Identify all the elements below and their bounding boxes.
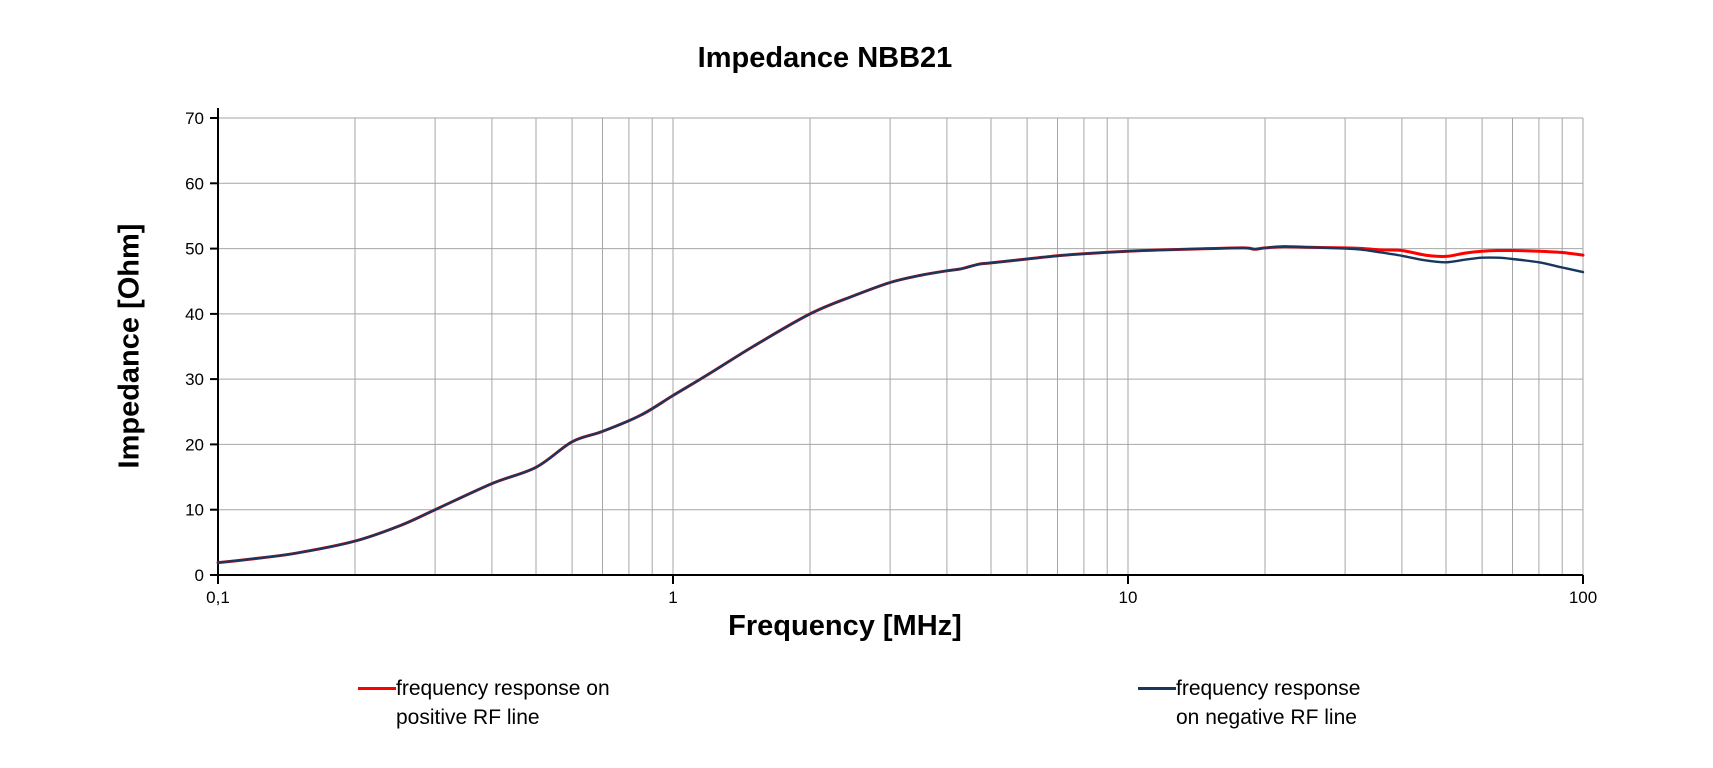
- x-tick-label: 1: [668, 588, 677, 607]
- chart-title: Impedance NBB21: [697, 42, 953, 74]
- y-tick-label: 60: [185, 174, 204, 193]
- y-tick-label: 40: [185, 305, 204, 324]
- legend-label-negative: frequency response on negative RF line: [1176, 677, 1361, 729]
- x-tick-label: 0,1: [206, 588, 230, 607]
- legend-label-positive: frequency response on positive RF line: [396, 677, 610, 729]
- y-tick-label: 10: [185, 501, 204, 520]
- negative-line: [216, 245, 1585, 564]
- positive-line-swatch: [358, 687, 396, 690]
- y-tick-label: 30: [185, 370, 204, 389]
- legend-entry-positive: frequency response on positive RF line: [358, 674, 610, 732]
- negative-line-swatch: [1138, 687, 1176, 690]
- y-tick-label: 50: [185, 240, 204, 259]
- x-tick-label: 10: [1119, 588, 1138, 607]
- x-tick-label: 100: [1569, 588, 1597, 607]
- y-tick-label: 70: [185, 109, 204, 128]
- y-tick-label: 0: [195, 566, 204, 585]
- legend-entry-negative: frequency response on negative RF line: [1138, 674, 1360, 732]
- y-tick-label: 20: [185, 435, 204, 454]
- x-axis-title: Frequency [MHz]: [728, 610, 962, 642]
